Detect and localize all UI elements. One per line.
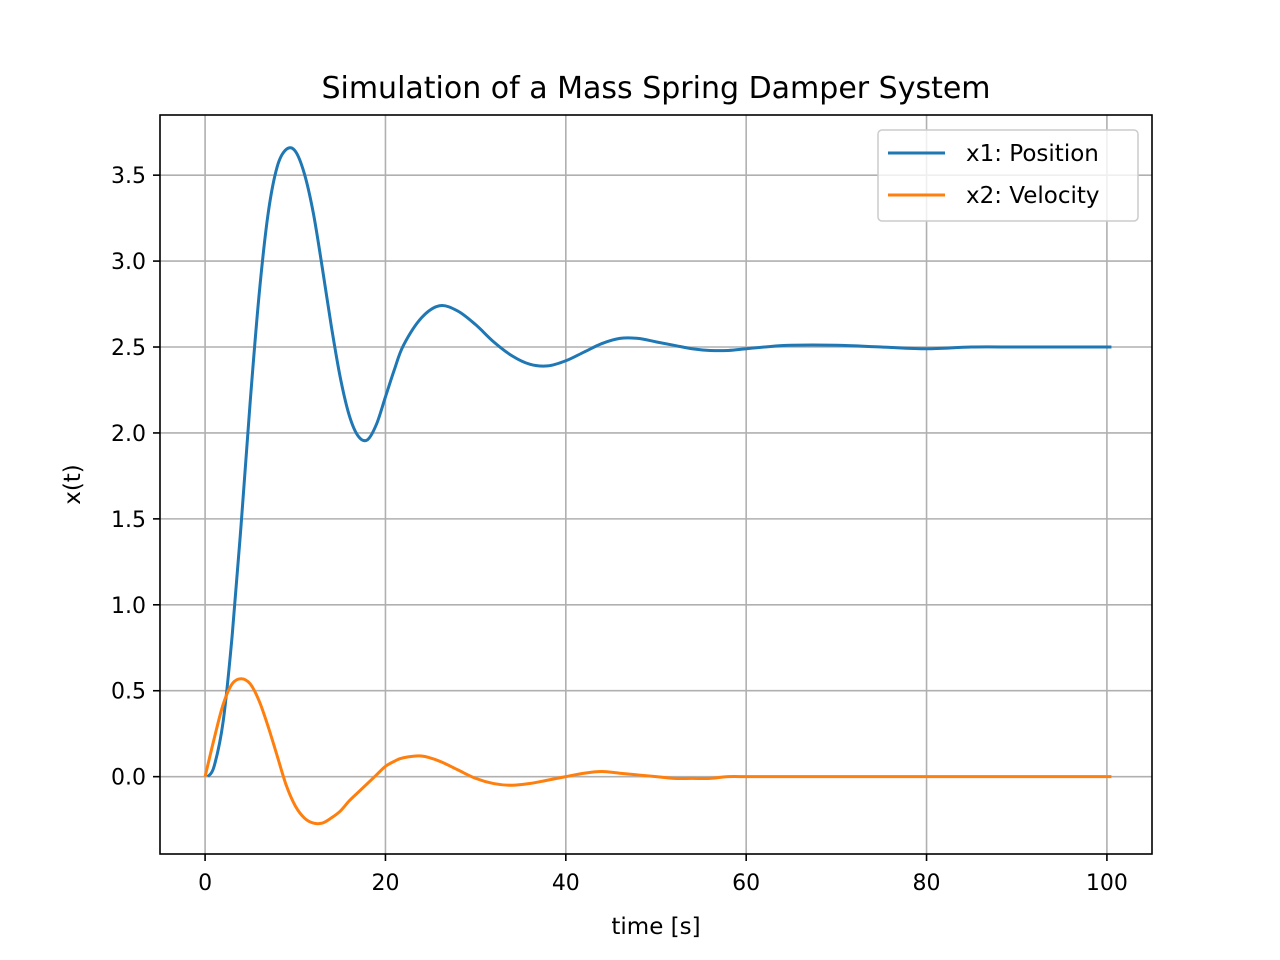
y-tick-label: 1.5 [111, 508, 146, 533]
y-axis-label: x(t) [60, 464, 86, 505]
y-tick-label: 2.5 [111, 336, 146, 361]
x-axis-label: time [s] [611, 914, 700, 940]
y-tick-label: 2.0 [111, 422, 146, 447]
position-line [206, 146, 1112, 778]
y-tick-label: 0.0 [111, 766, 146, 791]
legend-label-position: x1: Position [966, 141, 1099, 167]
grid [160, 115, 1152, 854]
legend-label-velocity: x2: Velocity [966, 183, 1100, 209]
y-tick-label: 1.0 [111, 594, 146, 619]
plot-frame [159, 114, 1153, 855]
x-tick-label: 80 [913, 871, 941, 896]
x-tick-label: 40 [552, 871, 580, 896]
y-tick-label: 3.5 [111, 164, 146, 189]
legend: x1: Position x2: Velocity [877, 129, 1139, 222]
x-tick-label: 100 [1086, 871, 1128, 896]
x-tick-label: 60 [732, 871, 760, 896]
x-tick-label: 20 [371, 871, 399, 896]
velocity-line [203, 677, 1112, 826]
series-lines [203, 146, 1112, 826]
y-tick-label: 0.5 [111, 680, 146, 705]
chart-title: Simulation of a Mass Spring Damper Syste… [321, 71, 990, 106]
axis-ticks: 0 20 40 60 80 100 0.0 0.5 1.0 1.5 2.0 2.5 3.0 3.5 [111, 164, 1128, 896]
x-tick-label: 0 [198, 871, 212, 896]
y-tick-label: 3.0 [111, 250, 146, 275]
